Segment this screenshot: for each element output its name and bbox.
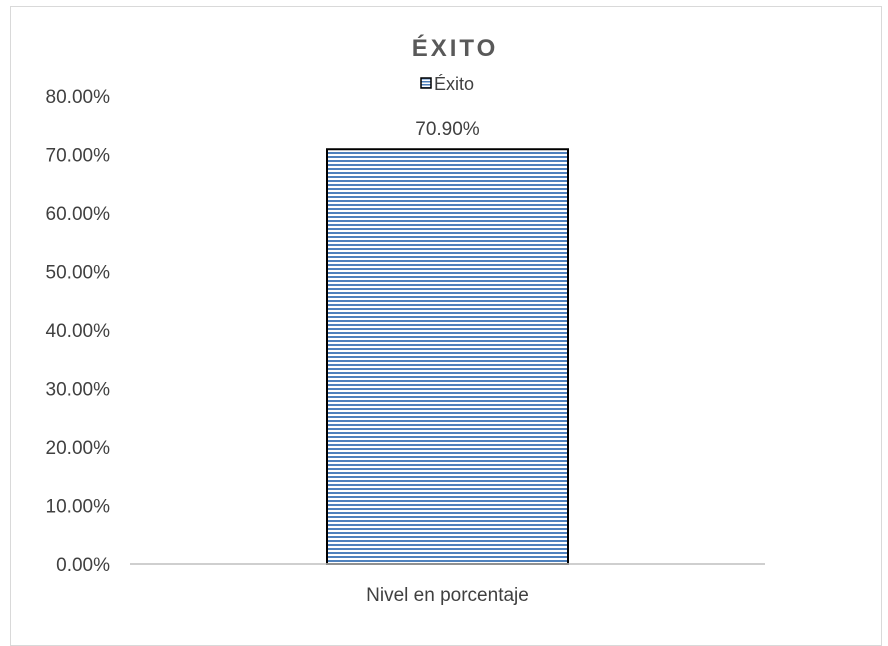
chart-title: ÉXITO [412,34,499,62]
bar-exito [326,148,569,566]
y-tick-label: 80.00% [46,87,111,108]
legend-label-exito: Éxito [434,74,474,94]
y-tick-label: 70.00% [46,146,111,167]
x-category-label: Nivel en porcentaje [366,585,529,606]
y-axis: 0.00% 10.00% 20.00% 30.00% 40.00% 50.00% 60.00… [46,87,111,576]
y-tick-label: 10.00% [46,497,111,518]
x-axis: Nivel en porcentaje [130,563,765,606]
y-tick-label: 20.00% [46,438,111,459]
bar-data-label: 70.90% [415,119,480,140]
y-tick-label: 0.00% [56,555,110,576]
y-tick-label: 40.00% [46,321,111,342]
y-tick-label: 50.00% [46,263,111,284]
legend: Éxito [420,74,474,94]
y-tick-label: 60.00% [46,204,111,225]
y-tick-label: 30.00% [46,380,111,401]
bar-chart: ÉXITO Éxito 0.00% 10.00% 20.00% 30.00% 40.00… [46,34,765,606]
legend-swatch [420,77,432,89]
plot-area: 70.90% [326,119,569,566]
